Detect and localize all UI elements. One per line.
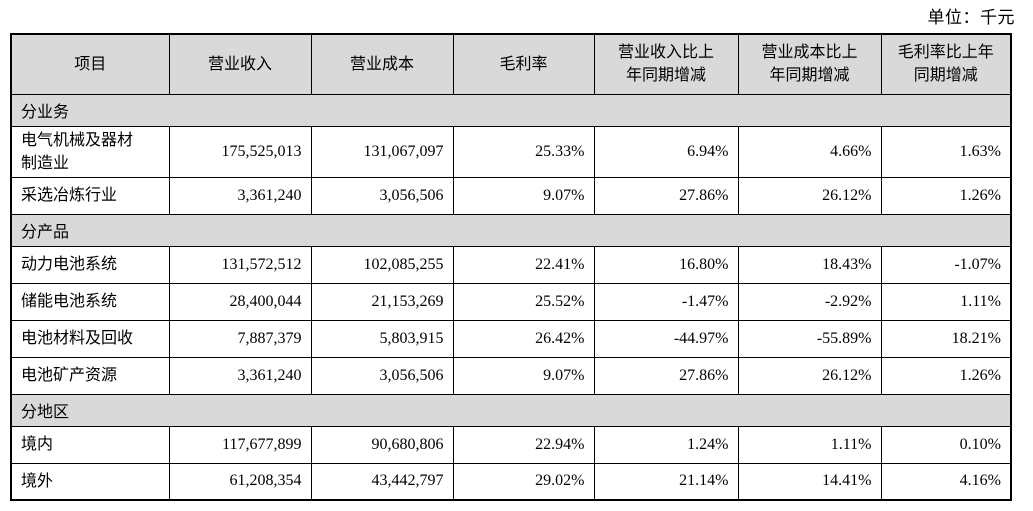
cell-value: 1.63%	[880, 125, 1012, 178]
cell-value: 21,153,269	[310, 282, 454, 321]
cell-value: 9.07%	[452, 356, 595, 395]
cell-value: 21.14%	[593, 462, 739, 501]
cell-value: 29.02%	[452, 462, 595, 501]
column-header-6: 毛利率比上年 同期增减	[880, 33, 1012, 95]
cell-value: 61,208,354	[168, 462, 312, 501]
cell-value: 28,400,044	[168, 282, 312, 321]
cell-value: 26.12%	[737, 356, 882, 395]
cell-value: 175,525,013	[168, 125, 312, 178]
cell-value: 131,067,097	[310, 125, 454, 178]
cell-value: 1.26%	[880, 176, 1012, 215]
table-row: 电池矿产资源 3,361,240 3,056,506 9.07% 27.86% 26.12…	[10, 356, 1012, 395]
cell-value: 27.86%	[593, 176, 739, 215]
cell-value: -1.07%	[880, 245, 1012, 284]
cell-value: 7,887,379	[168, 319, 312, 358]
cell-value: 1.24%	[593, 425, 739, 464]
row-label: 储能电池系统	[10, 282, 170, 321]
table-header: 项目 营业收入 营业成本 毛利率 营业收入比上 年同期增减 营业成本比上 年同期增减 毛利率…	[10, 33, 1012, 95]
cell-value: 22.94%	[452, 425, 595, 464]
cell-value: 18.43%	[737, 245, 882, 284]
segment-results-table: 项目 营业收入 营业成本 毛利率 营业收入比上 年同期增减 营业成本比上 年同期增减 毛利率…	[10, 33, 1012, 501]
cell-value: 25.33%	[452, 125, 595, 178]
cell-value: 18.21%	[880, 319, 1012, 358]
section-row: 分地区	[10, 393, 1012, 427]
column-header-2: 营业成本	[310, 33, 454, 95]
cell-value: -1.47%	[593, 282, 739, 321]
cell-value: 3,056,506	[310, 176, 454, 215]
cell-value: 14.41%	[737, 462, 882, 501]
cell-value: 9.07%	[452, 176, 595, 215]
cell-value: -55.89%	[737, 319, 882, 358]
unit-label: 单位：千元	[927, 8, 1015, 27]
cell-value: 27.86%	[593, 356, 739, 395]
section-label: 分地区	[10, 393, 1012, 427]
table-body: 分业务 电气机械及器材 制造业 175,525,013 131,067,097 25.3…	[10, 93, 1012, 501]
table-row: 境内 117,677,899 90,680,806 22.94% 1.24% 1.11% 0…	[10, 425, 1012, 464]
cell-value: 3,361,240	[168, 176, 312, 215]
cell-value: 1.11%	[880, 282, 1012, 321]
table-row: 采选冶炼行业 3,361,240 3,056,506 9.07% 27.86% 26.12…	[10, 176, 1012, 215]
cell-value: 102,085,255	[310, 245, 454, 284]
cell-value: 43,442,797	[310, 462, 454, 501]
cell-value: 5,803,915	[310, 319, 454, 358]
cell-value: 26.12%	[737, 176, 882, 215]
section-label: 分产品	[10, 213, 1012, 247]
table-row: 境外 61,208,354 43,442,797 29.02% 21.14% 14.41%…	[10, 462, 1012, 501]
table-row: 电池材料及回收 7,887,379 5,803,915 26.42% -44.97% -5…	[10, 319, 1012, 358]
row-label: 动力电池系统	[10, 245, 170, 284]
column-header-5: 营业成本比上 年同期增减	[737, 33, 882, 95]
row-label: 电池材料及回收	[10, 319, 170, 358]
column-header-4: 营业收入比上 年同期增减	[593, 33, 739, 95]
table-row: 动力电池系统 131,572,512 102,085,255 22.41% 16.80%…	[10, 245, 1012, 284]
cell-value: 117,677,899	[168, 425, 312, 464]
row-label: 电气机械及器材 制造业	[10, 125, 170, 178]
cell-value: 3,361,240	[168, 356, 312, 395]
row-label: 境内	[10, 425, 170, 464]
row-label: 采选冶炼行业	[10, 176, 170, 215]
column-header-1: 营业收入	[168, 33, 312, 95]
section-row: 分业务	[10, 93, 1012, 127]
row-label: 电池矿产资源	[10, 356, 170, 395]
cell-value: 26.42%	[452, 319, 595, 358]
cell-value: 131,572,512	[168, 245, 312, 284]
cell-value: -44.97%	[593, 319, 739, 358]
cell-value: 1.11%	[737, 425, 882, 464]
cell-value: 3,056,506	[310, 356, 454, 395]
table-row: 储能电池系统 28,400,044 21,153,269 25.52% -1.47% -2…	[10, 282, 1012, 321]
cell-value: -2.92%	[737, 282, 882, 321]
cell-value: 0.10%	[880, 425, 1012, 464]
table-row: 电气机械及器材 制造业 175,525,013 131,067,097 25.33% 6…	[10, 125, 1012, 178]
row-label: 境外	[10, 462, 170, 501]
column-header-3: 毛利率	[452, 33, 595, 95]
cell-value: 22.41%	[452, 245, 595, 284]
section-row: 分产品	[10, 213, 1012, 247]
cell-value: 1.26%	[880, 356, 1012, 395]
header-row: 项目 营业收入 营业成本 毛利率 营业收入比上 年同期增减 营业成本比上 年同期增减 毛利率…	[10, 33, 1012, 95]
cell-value: 4.16%	[880, 462, 1012, 501]
cell-value: 4.66%	[737, 125, 882, 178]
column-header-0: 项目	[10, 33, 170, 95]
section-label: 分业务	[10, 93, 1012, 127]
cell-value: 90,680,806	[310, 425, 454, 464]
cell-value: 16.80%	[593, 245, 739, 284]
cell-value: 25.52%	[452, 282, 595, 321]
cell-value: 6.94%	[593, 125, 739, 178]
